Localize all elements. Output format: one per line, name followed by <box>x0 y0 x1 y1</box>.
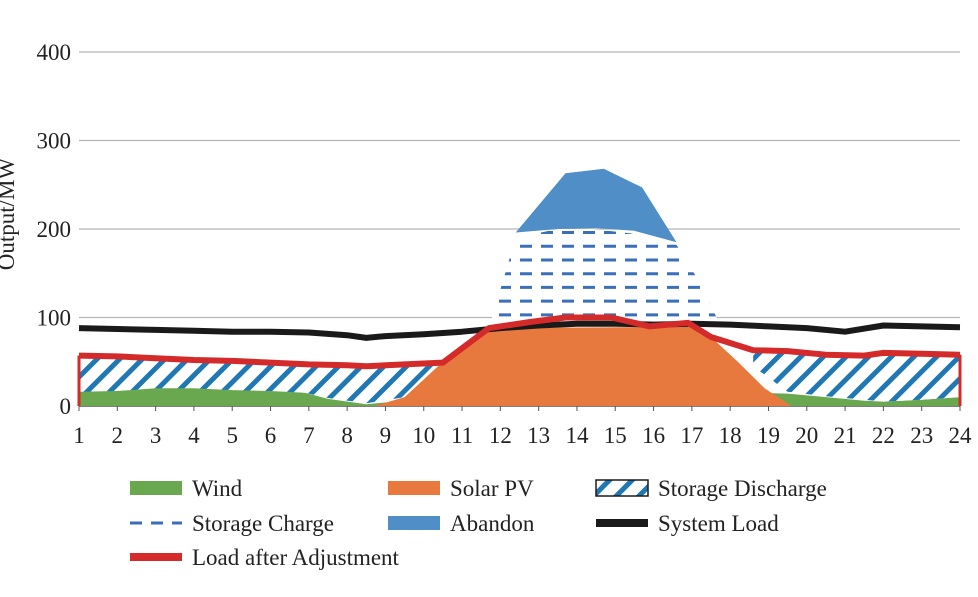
x-tick-labels: 1 2 3 4 5 6 7 8 9 10 11 12 13 14 15 16 17 18 19 20 21 22 23 24 <box>73 423 972 448</box>
x-tick-label: 3 <box>150 423 162 448</box>
legend-swatch <box>388 516 440 530</box>
series-solar-pv-area <box>79 317 960 406</box>
x-tick-label: 23 <box>910 423 933 448</box>
legend-label: Abandon <box>450 511 535 536</box>
legend-item: Wind <box>130 476 243 501</box>
legend-label: Storage Charge <box>192 511 334 536</box>
x-tick-label: 10 <box>412 423 435 448</box>
x-tick-label: 1 <box>73 423 85 448</box>
legend-item: Solar PV <box>388 476 534 501</box>
x-tick-label: 19 <box>757 423 780 448</box>
legend-label: Load after Adjustment <box>192 545 400 570</box>
x-tick-label: 4 <box>188 423 200 448</box>
x-tick-label: 5 <box>226 423 238 448</box>
legend-item: Storage Charge <box>130 511 334 536</box>
x-tick-label: 21 <box>834 423 857 448</box>
y-tick-label: 200 <box>37 217 72 242</box>
legend-item: Storage Discharge <box>595 476 827 501</box>
x-tick-label: 18 <box>719 423 742 448</box>
y-tick-label: 300 <box>37 129 72 154</box>
x-tick-label: 14 <box>565 423 589 448</box>
legend-swatch <box>595 479 649 497</box>
x-tick-label: 22 <box>872 423 895 448</box>
plot-areas <box>79 168 960 406</box>
x-tick-label: 8 <box>341 423 353 448</box>
x-tick-label: 7 <box>303 423 315 448</box>
series-storage-charge-area <box>488 229 738 329</box>
legend-item: Abandon <box>388 511 535 536</box>
legend: Wind Solar PV Storage Discharge Storage Cha… <box>130 476 827 570</box>
legend-label: Wind <box>192 476 243 501</box>
x-tick-label: 9 <box>380 423 392 448</box>
plot-lines <box>77 314 962 406</box>
x-tick-label: 11 <box>451 423 473 448</box>
x-tick-label: 12 <box>489 423 512 448</box>
y-tick-labels: 0 100 200 300 400 <box>37 40 72 419</box>
series-load-after-adjustment-line <box>78 314 961 370</box>
y-tick-label: 400 <box>37 40 72 65</box>
x-tick-label: 16 <box>642 423 665 448</box>
legend-label: Storage Discharge <box>658 476 827 501</box>
x-tick-label: 2 <box>112 423 124 448</box>
legend-swatch <box>388 481 440 495</box>
y-tick-label: 100 <box>37 306 72 331</box>
legend-swatch <box>596 519 648 527</box>
x-tick-label: 20 <box>795 423 818 448</box>
series-storage-discharge-area <box>753 350 960 402</box>
series-abandon-area <box>515 168 677 243</box>
legend-label: Solar PV <box>450 476 534 501</box>
legend-item: Load after Adjustment <box>130 545 400 570</box>
legend-label: System Load <box>658 511 779 536</box>
legend-item: System Load <box>596 511 779 536</box>
x-tick-label: 15 <box>604 423 627 448</box>
legend-swatch <box>130 553 182 561</box>
legend-swatch <box>130 481 182 495</box>
x-tick-label: 6 <box>265 423 277 448</box>
y-axis-label: Output/MW <box>0 157 19 270</box>
x-tick-label: 24 <box>949 423 973 448</box>
x-tick-label: 17 <box>680 423 703 448</box>
x-tick-label: 13 <box>527 423 550 448</box>
y-tick-label: 0 <box>60 394 72 419</box>
